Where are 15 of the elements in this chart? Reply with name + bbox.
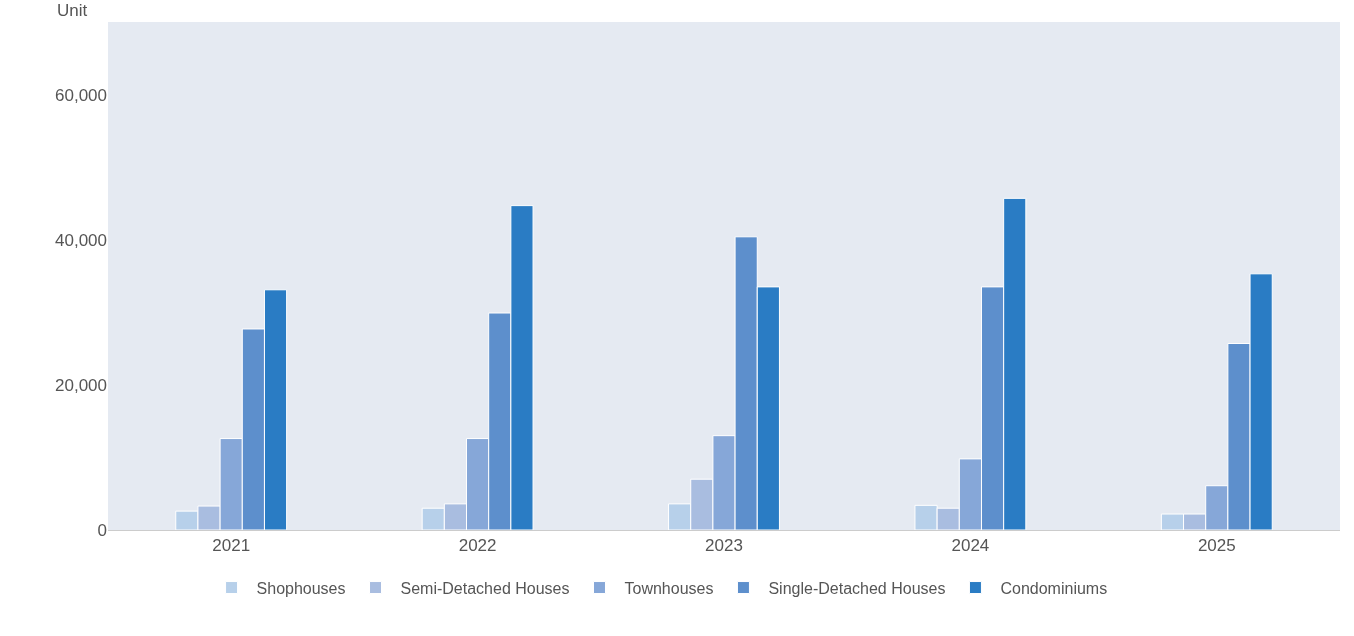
- legend-label: Condominiums: [1000, 579, 1108, 597]
- y-tick-label: 20,000: [55, 375, 107, 395]
- legend-label: Townhouses: [624, 579, 714, 597]
- y-tick-label: 0: [97, 520, 107, 540]
- y-tick-label: 60,000: [55, 85, 107, 105]
- x-tick-label: 2021: [212, 536, 251, 556]
- x-tick-label: 2022: [458, 536, 497, 556]
- legend-label: Single-Detached Houses: [768, 579, 946, 597]
- legend-label: Semi-Detached Houses: [400, 579, 570, 597]
- x-tick-label: 2025: [1197, 536, 1236, 556]
- x-tick-label: 2024: [951, 536, 990, 556]
- legend-label: Shophouses: [256, 579, 346, 597]
- x-tick-label: 2023: [705, 536, 743, 556]
- y-tick-label: 40,000: [55, 230, 107, 250]
- y-axis-title: Unit: [57, 1, 88, 20]
